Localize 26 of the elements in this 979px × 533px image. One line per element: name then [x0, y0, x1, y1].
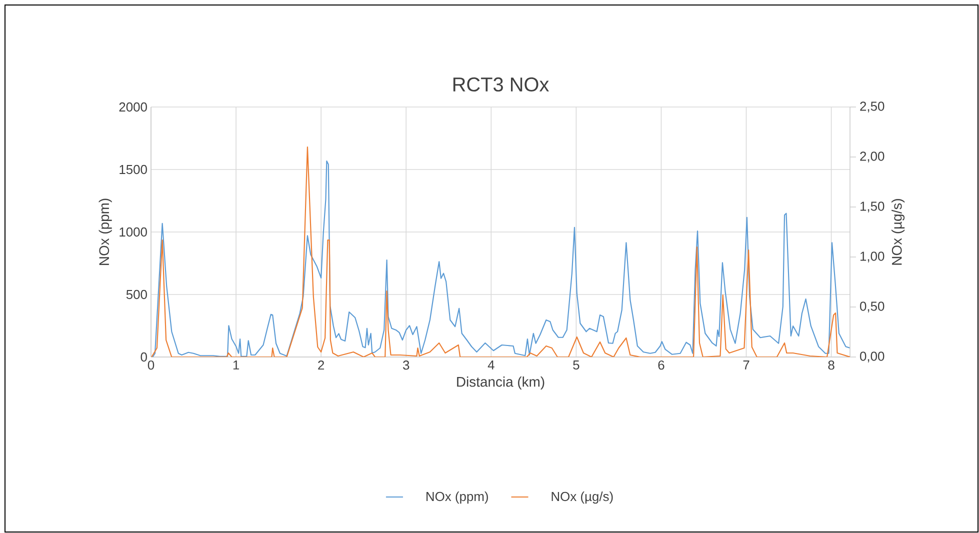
y-tick-label: 500	[126, 290, 147, 300]
x-tick-label: 1	[233, 360, 240, 370]
legend-label: NOx (µg/s)	[552, 492, 613, 504]
chart-title: RCT3 NOx	[453, 77, 549, 92]
x-tick-label: 3	[403, 360, 410, 370]
y-tick-label: 1500	[120, 164, 147, 174]
y-tick-label: 1000	[120, 227, 147, 237]
x-tick-label: 0	[148, 360, 154, 370]
x-tick-label: 6	[658, 360, 664, 370]
y2-tick-label: 2,00	[860, 152, 884, 162]
legend-label: NOx (ppm)	[426, 492, 488, 504]
y-tick-label: 0	[140, 352, 147, 362]
x-tick-label: 2	[318, 360, 324, 370]
x-tick-label: 8	[828, 360, 834, 370]
y2-axis-title: NOx (µg/s)	[892, 199, 905, 265]
x-axis-title: Distancia (km)	[457, 376, 544, 390]
y2-tick-label: 2,50	[860, 102, 884, 112]
y-axis-title: NOx (ppm)	[98, 198, 112, 265]
y2-tick-label: 1,50	[860, 202, 884, 212]
x-tick-label: 5	[573, 360, 580, 370]
x-tick-label: 7	[743, 360, 750, 370]
y2-tick-label: 1,00	[860, 252, 884, 262]
x-tick-label: 4	[488, 360, 494, 370]
y2-tick-label: 0,50	[860, 302, 884, 312]
y2-tick-label: 0,00	[860, 352, 884, 362]
y-tick-label: 2000	[119, 102, 147, 112]
